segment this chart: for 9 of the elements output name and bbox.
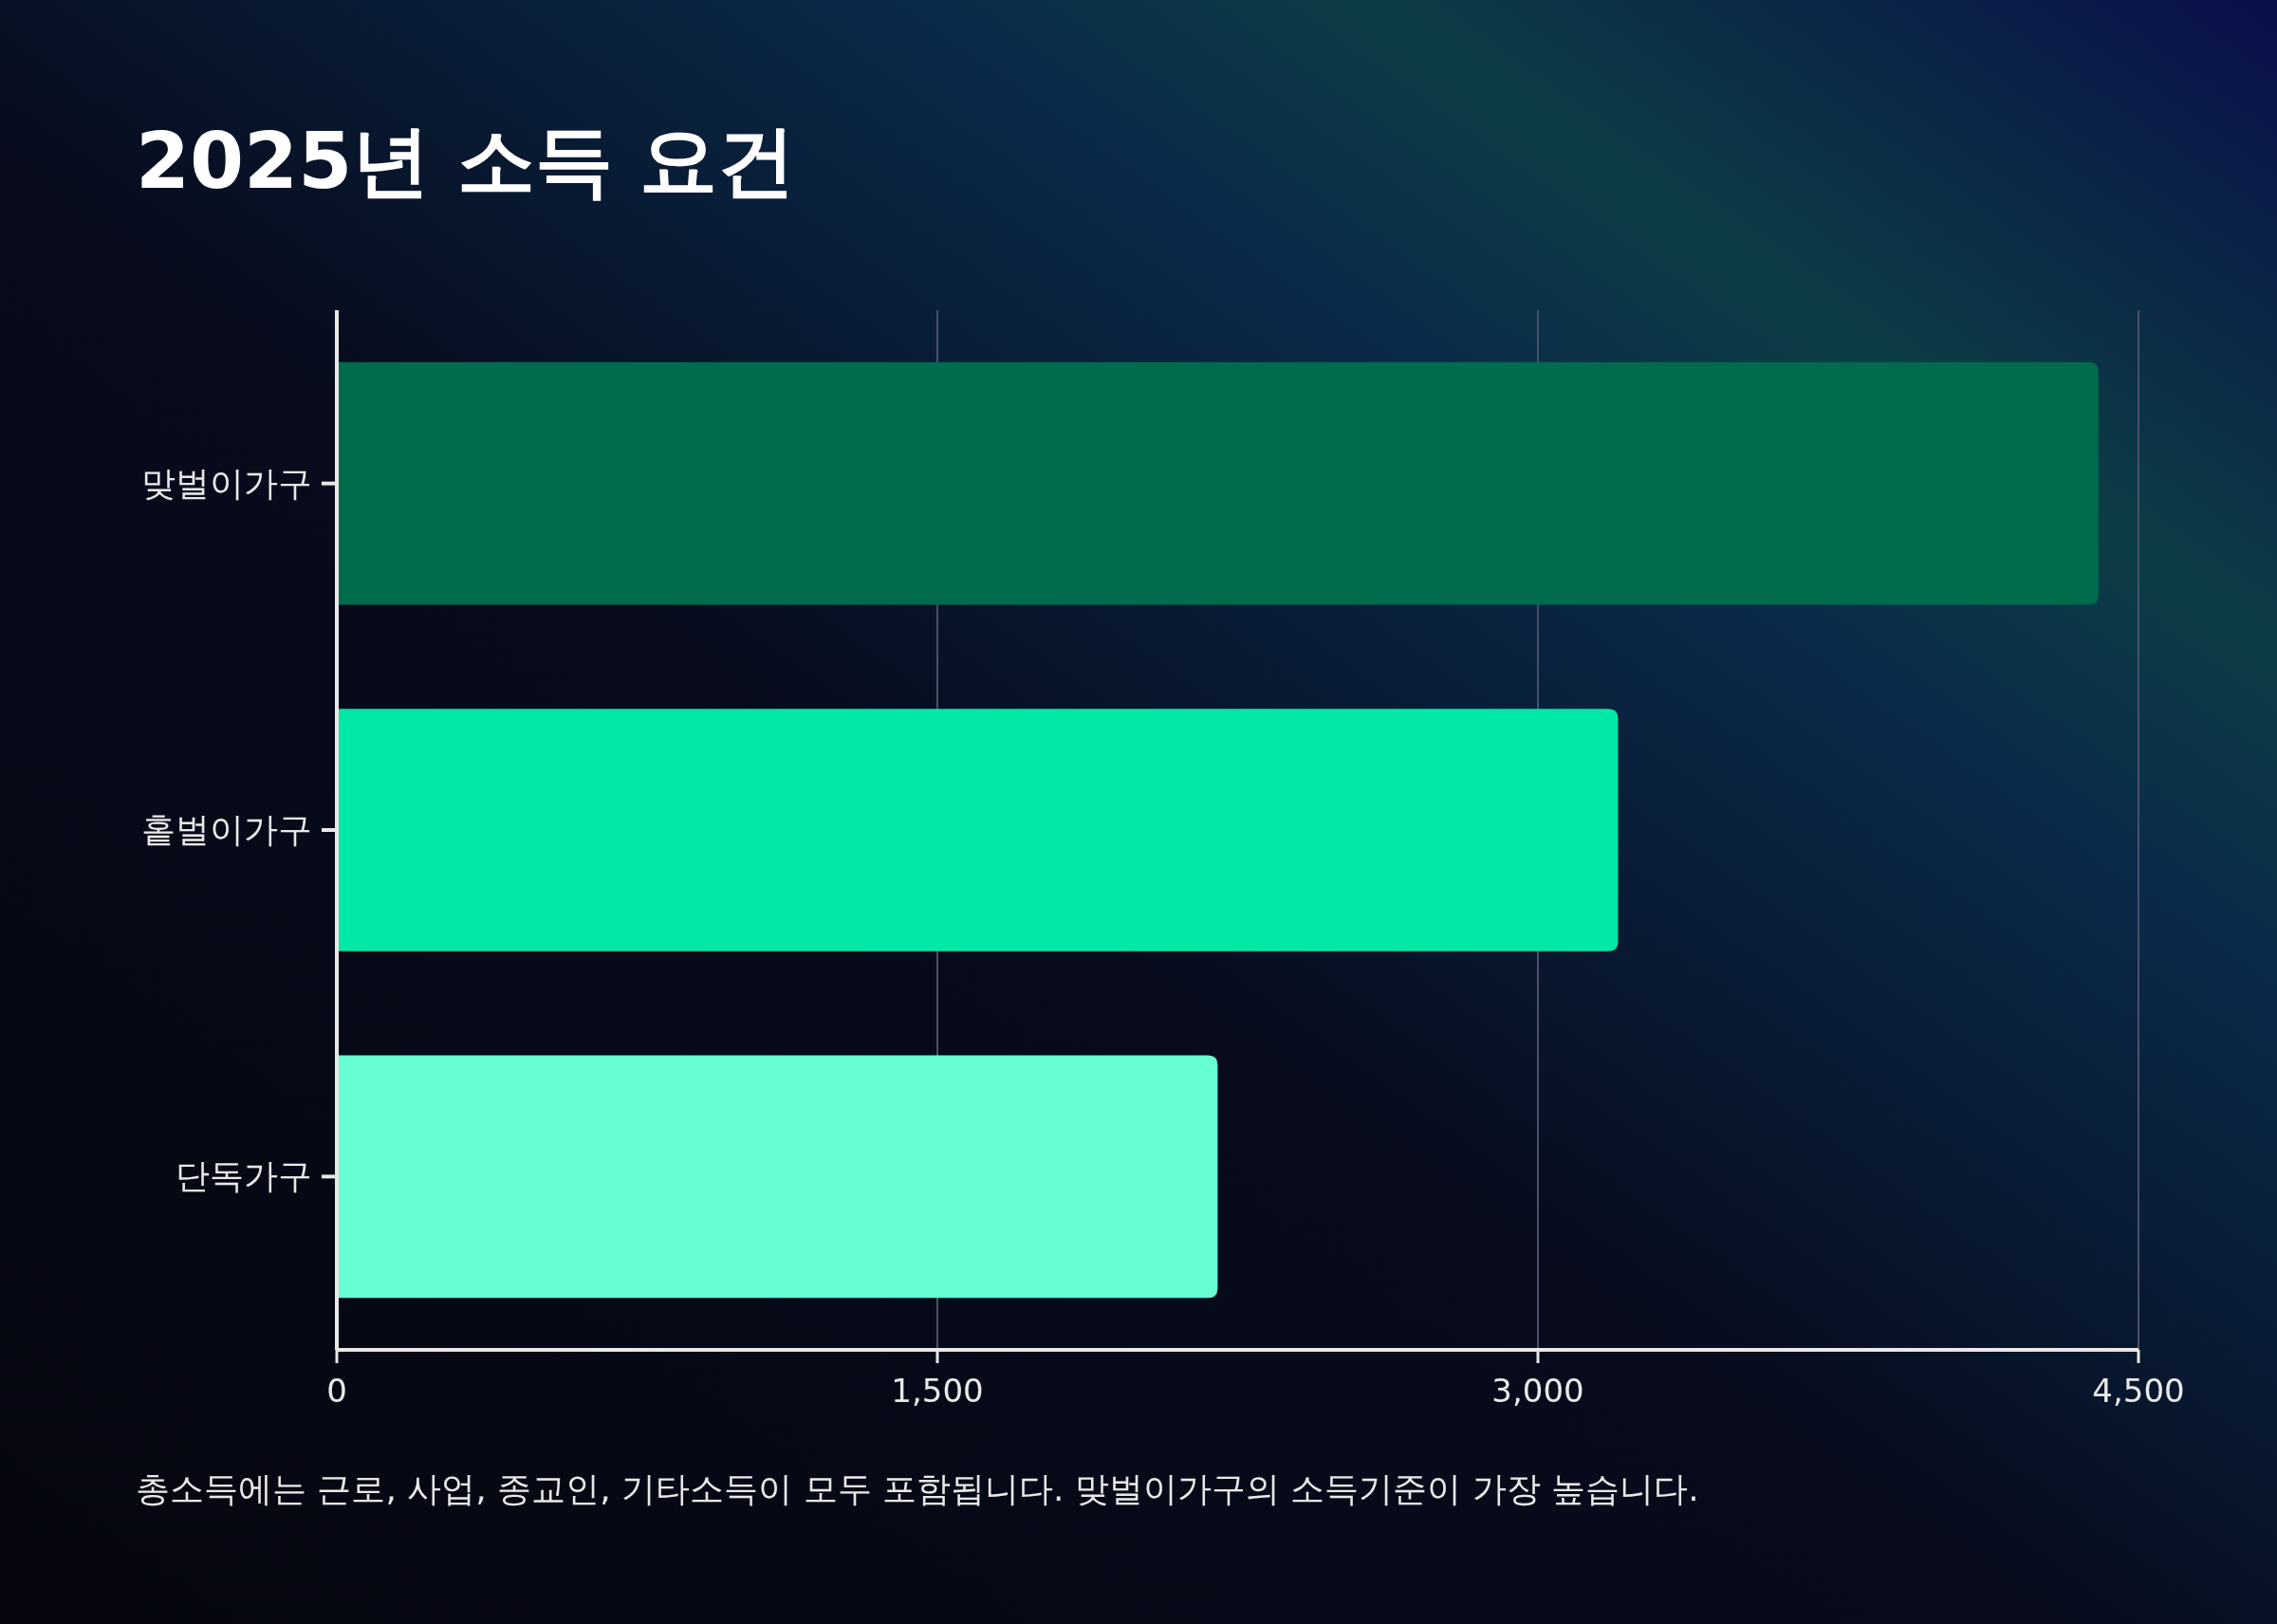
text: 총소득에는 근로, 사업, 종교인, 기타소득이 모두 포함됩니다. 맞벌이가구의 소득기준이 가장 높습니다. xyxy=(136,1469,1699,1508)
x-tick-label: 3,000 xyxy=(1491,1372,1584,1410)
x-tick-label: 1,500 xyxy=(891,1372,984,1410)
x-tick-label: 0 xyxy=(326,1372,347,1410)
y-tick-label: 단독가구 xyxy=(176,1156,312,1196)
y-tick-label: 맞벌이가구 xyxy=(141,463,312,503)
chart-title: 2025년 소득 요건 xyxy=(136,116,796,206)
x-tick-label: 4,500 xyxy=(2092,1372,2185,1410)
y-tick-label: 홑벌이가구 xyxy=(141,810,312,849)
